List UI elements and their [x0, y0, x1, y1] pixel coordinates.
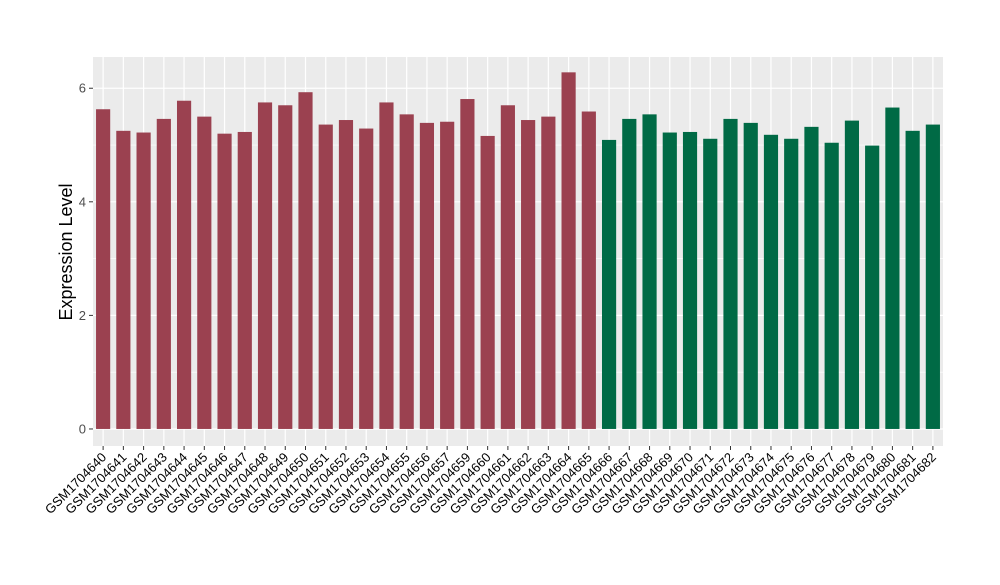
- bar-gsm1704652: [338, 120, 354, 429]
- bar-gsm1704653: [359, 128, 374, 429]
- x-axis: GSM1704640GSM1704641GSM1704642GSM1704643…: [42, 446, 939, 517]
- bar-gsm1704654: [379, 102, 394, 429]
- bar-gsm1704671: [703, 138, 718, 429]
- bar-gsm1704656: [419, 122, 435, 429]
- bars-group: [96, 72, 940, 429]
- bar-gsm1704648: [257, 102, 273, 429]
- bar-gsm1704681: [905, 130, 920, 429]
- bar-gsm1704643: [156, 118, 171, 429]
- bar-gsm1704655: [399, 114, 414, 429]
- bar-gsm1704657: [440, 121, 455, 429]
- bar-gsm1704662: [521, 120, 536, 429]
- bar-gsm1704679: [865, 145, 880, 429]
- bar-gsm1704667: [622, 118, 637, 429]
- bar-gsm1704651: [318, 124, 333, 429]
- y-axis: 0 2 4 6: [79, 81, 93, 436]
- bar-gsm1704664: [561, 72, 576, 429]
- y-axis-title: Expression Level: [56, 183, 76, 320]
- plot-panel: [93, 57, 943, 446]
- bar-gsm1704660: [480, 135, 495, 429]
- bar-gsm1704647: [237, 131, 252, 429]
- y-tick-label: 0: [79, 421, 86, 436]
- bar-gsm1704641: [116, 130, 131, 429]
- y-tick-label: 2: [79, 308, 86, 323]
- bar-gsm1704645: [197, 116, 212, 429]
- grid-minor-lines: [93, 144, 943, 373]
- bar-gsm1704682: [925, 124, 940, 429]
- bar-gsm1704668: [642, 114, 657, 429]
- bar-gsm1704675: [784, 138, 799, 429]
- y-tick-label: 4: [79, 194, 86, 209]
- bar-gsm1704663: [541, 116, 556, 429]
- bar-gsm1704676: [804, 126, 819, 429]
- bar-gsm1704644: [176, 100, 192, 429]
- bar-gsm1704680: [885, 107, 900, 429]
- bar-gsm1704659: [460, 99, 475, 429]
- bar-gsm1704642: [136, 132, 151, 429]
- bar-gsm1704673: [743, 122, 758, 429]
- y-tick-label: 6: [79, 81, 86, 96]
- bar-gsm1704661: [500, 105, 515, 429]
- bar-gsm1704665: [581, 111, 596, 429]
- bar-gsm1704640: [96, 109, 111, 429]
- bar-gsm1704678: [844, 120, 860, 429]
- bar-gsm1704646: [217, 133, 232, 429]
- bar-gsm1704674: [763, 134, 779, 429]
- bar-gsm1704670: [682, 131, 698, 429]
- bar-gsm1704672: [723, 118, 738, 429]
- bar-gsm1704677: [824, 142, 839, 429]
- bar-gsm1704666: [601, 139, 617, 429]
- bar-gsm1704669: [662, 132, 677, 429]
- bar-gsm1704649: [278, 105, 293, 429]
- bar-gsm1704650: [298, 92, 313, 429]
